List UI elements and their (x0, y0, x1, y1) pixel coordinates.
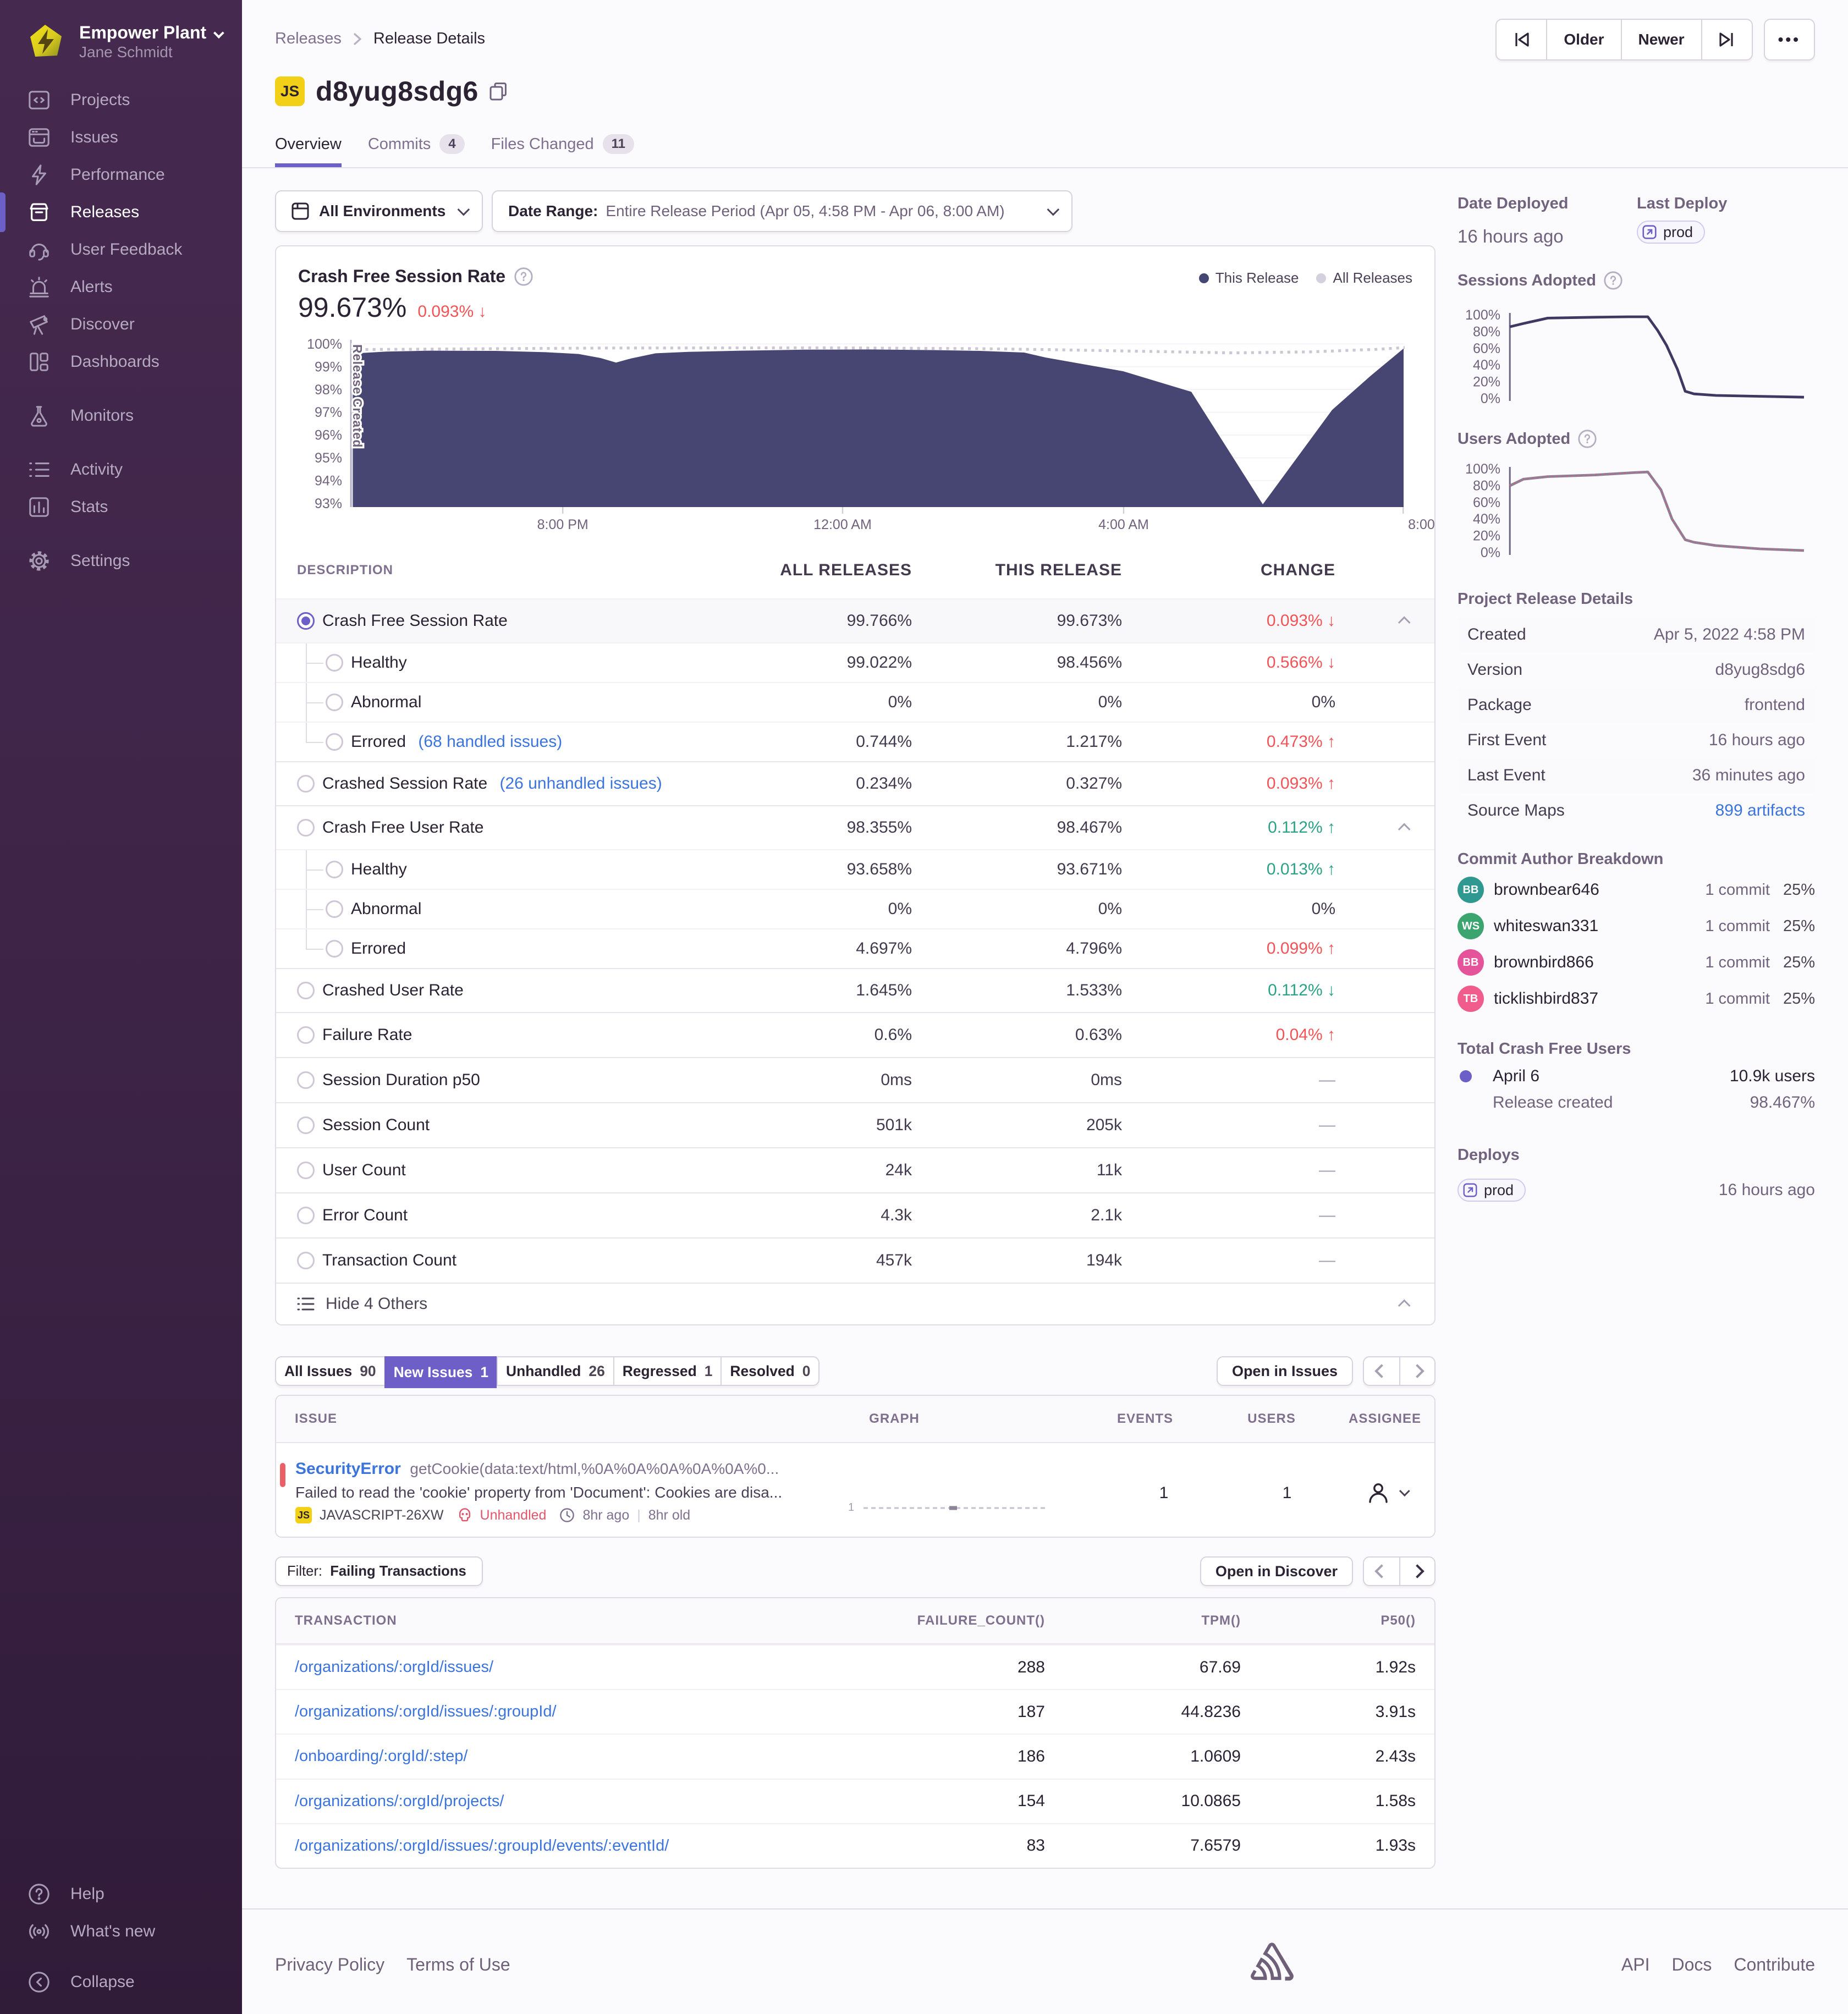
svg-text:0%: 0% (1481, 545, 1500, 560)
svg-text:40%: 40% (1473, 511, 1500, 527)
svg-text:20%: 20% (1473, 529, 1500, 544)
svg-text:93%: 93% (315, 496, 342, 511)
svg-text:96%: 96% (315, 428, 342, 443)
svg-text:99%: 99% (315, 359, 342, 375)
svg-text:100%: 100% (307, 337, 342, 352)
svg-text:60%: 60% (1473, 495, 1500, 510)
svg-text:100%: 100% (1465, 461, 1500, 477)
svg-text:98%: 98% (315, 382, 342, 398)
svg-text:0%: 0% (1481, 391, 1500, 406)
svg-text:97%: 97% (315, 405, 342, 420)
svg-text:40%: 40% (1473, 357, 1500, 373)
svg-text:12:00 AM: 12:00 AM (813, 517, 872, 532)
svg-text:100%: 100% (1465, 307, 1500, 323)
svg-text:80%: 80% (1473, 324, 1500, 339)
svg-text:60%: 60% (1473, 341, 1500, 356)
svg-text:95%: 95% (315, 450, 342, 466)
svg-text:20%: 20% (1473, 375, 1500, 390)
svg-text:80%: 80% (1473, 478, 1500, 493)
svg-text:Release Created: Release Created (350, 344, 365, 448)
svg-text:94%: 94% (315, 473, 342, 488)
svg-text:4:00 AM: 4:00 AM (1098, 517, 1149, 532)
svg-text:8:00 PM: 8:00 PM (537, 517, 588, 532)
svg-text:8:00 AM: 8:00 AM (1408, 517, 1434, 532)
